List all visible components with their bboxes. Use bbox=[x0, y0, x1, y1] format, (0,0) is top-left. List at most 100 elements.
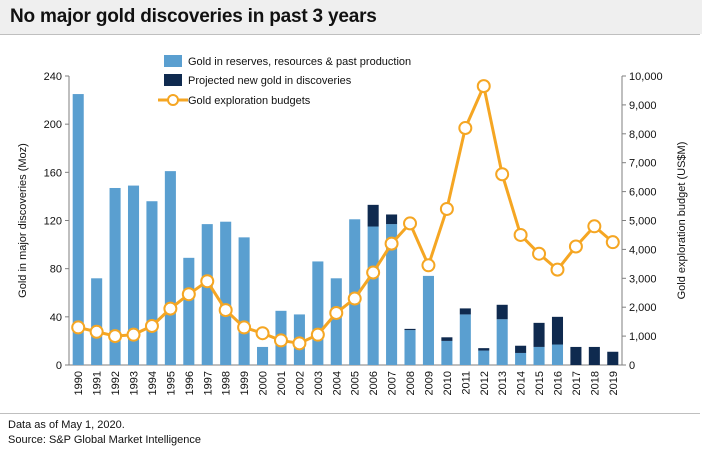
y-right-tick-label: 7,000 bbox=[629, 158, 657, 170]
y-right-tick-label: 4,000 bbox=[629, 244, 657, 256]
bar-reserves bbox=[422, 275, 434, 365]
x-tick-label: 2004 bbox=[331, 371, 343, 395]
chart-canvas: Gold in reserves, resources & past produ… bbox=[17, 55, 688, 395]
budget-point bbox=[310, 327, 325, 342]
bar-projected bbox=[551, 316, 564, 345]
y-right-tick-label: 10,000 bbox=[629, 71, 663, 83]
chart-frame bbox=[0, 34, 700, 414]
bar-reserves bbox=[404, 330, 416, 365]
budget-point bbox=[71, 320, 86, 335]
budget-point bbox=[513, 227, 528, 242]
footer-source: Source: S&P Global Market Intelligence bbox=[8, 434, 202, 446]
budget-point bbox=[605, 235, 620, 250]
x-tick-label: 2003 bbox=[313, 371, 325, 395]
bar-reserves bbox=[533, 346, 545, 365]
bar-reserves bbox=[367, 226, 379, 365]
bar-reserves bbox=[201, 224, 213, 365]
bar-projected bbox=[478, 348, 490, 351]
x-tick-label: 2007 bbox=[387, 371, 399, 395]
y-left-tick-label: 120 bbox=[44, 216, 62, 228]
x-tick-label: 1998 bbox=[221, 371, 233, 395]
bar-projected bbox=[367, 204, 379, 227]
x-tick-label: 2001 bbox=[276, 371, 288, 395]
x-tick-label: 2017 bbox=[571, 371, 583, 395]
x-tick-label: 2006 bbox=[368, 371, 380, 395]
legend-label-projected: Projected new gold in discoveries bbox=[188, 75, 352, 87]
y-left-tick-label: 80 bbox=[50, 264, 62, 276]
y-left-tick-label: 40 bbox=[50, 312, 62, 324]
bar-reserves bbox=[72, 94, 84, 365]
y-left-tick-label: 200 bbox=[44, 119, 62, 131]
bar-projected bbox=[386, 214, 398, 225]
budget-point bbox=[292, 336, 307, 351]
y-right-tick-label: 5,000 bbox=[629, 216, 657, 228]
budget-point bbox=[144, 318, 159, 333]
budget-point bbox=[403, 216, 418, 231]
bar-reserves bbox=[441, 340, 453, 365]
budget-point bbox=[255, 326, 270, 341]
bar-reserves bbox=[91, 278, 103, 365]
x-tick-label: 2000 bbox=[258, 371, 270, 395]
bar-reserves bbox=[220, 221, 232, 365]
bar-reserves bbox=[386, 224, 398, 365]
y-right-tick-label: 3,000 bbox=[629, 273, 657, 285]
bar-reserves bbox=[257, 346, 269, 365]
y-right-tick-label: 2,000 bbox=[629, 302, 657, 314]
budget-point bbox=[568, 239, 583, 254]
legend-label-budget: Gold exploration budgets bbox=[188, 95, 311, 107]
bar-reserves bbox=[109, 187, 121, 365]
x-tick-label: 1994 bbox=[147, 371, 159, 395]
bar-projected bbox=[441, 337, 453, 341]
footer-note: Data as of May 1, 2020. bbox=[8, 419, 125, 431]
budget-point bbox=[273, 333, 288, 348]
y-left-tick-label: 0 bbox=[56, 360, 62, 372]
x-tick-label: 1993 bbox=[129, 371, 141, 395]
legend-swatch-reserves bbox=[164, 55, 182, 67]
x-tick-label: 2012 bbox=[479, 371, 491, 395]
budget-point bbox=[550, 262, 565, 277]
bar-reserves bbox=[459, 314, 471, 365]
y-left-tick-label: 160 bbox=[44, 167, 62, 179]
x-tick-label: 2013 bbox=[497, 371, 509, 395]
budget-point bbox=[329, 305, 344, 320]
title-bar: No major gold discoveries in past 3 year… bbox=[0, 0, 702, 34]
bar-reserves bbox=[312, 261, 324, 365]
bar-reserves bbox=[127, 185, 140, 365]
y-right-tick-label: 1,000 bbox=[629, 331, 657, 343]
bar-reserves bbox=[551, 344, 564, 365]
bar-projected bbox=[588, 346, 600, 365]
x-tick-label: 1997 bbox=[202, 371, 214, 395]
chart-axes: 0 40 80 120 160 200 240 0 1,000 2,000 3,000 4,000 5,… bbox=[17, 71, 688, 395]
x-tick-label: 1990 bbox=[73, 371, 85, 395]
bar-projected bbox=[570, 346, 582, 365]
bar-reserves bbox=[496, 319, 508, 365]
x-tick-label: 2019 bbox=[608, 371, 620, 395]
x-tick-label: 1992 bbox=[110, 371, 122, 395]
x-tick-label: 1991 bbox=[92, 371, 104, 395]
y-right-tick-label: 9,000 bbox=[629, 100, 657, 112]
y-right-tick-label: 8,000 bbox=[629, 129, 657, 141]
x-tick-label: 2015 bbox=[534, 371, 546, 395]
bar-projected bbox=[459, 308, 471, 315]
budget-point bbox=[163, 301, 178, 316]
budget-line bbox=[77, 84, 614, 345]
y-right-tick-label: 6,000 bbox=[629, 187, 657, 199]
x-tick-label: 1995 bbox=[165, 371, 177, 395]
x-tick-label: 1999 bbox=[239, 371, 251, 395]
x-tick-label: 2008 bbox=[405, 371, 417, 395]
bar-projected bbox=[496, 304, 508, 320]
budget-point bbox=[200, 274, 215, 289]
x-tick-label: 2005 bbox=[350, 371, 362, 395]
budget-point bbox=[532, 246, 547, 261]
budget-point bbox=[108, 329, 123, 344]
bar-reserves bbox=[183, 257, 195, 365]
budget-point bbox=[126, 327, 141, 342]
x-tick-label: 2010 bbox=[442, 371, 454, 395]
budget-point bbox=[476, 79, 491, 94]
budget-point bbox=[458, 121, 473, 136]
bar-projected bbox=[607, 351, 619, 365]
budget-point bbox=[218, 303, 233, 318]
bar-reserves bbox=[515, 352, 527, 365]
budget-point bbox=[347, 291, 362, 306]
chart-title: No major gold discoveries in past 3 year… bbox=[10, 6, 377, 27]
